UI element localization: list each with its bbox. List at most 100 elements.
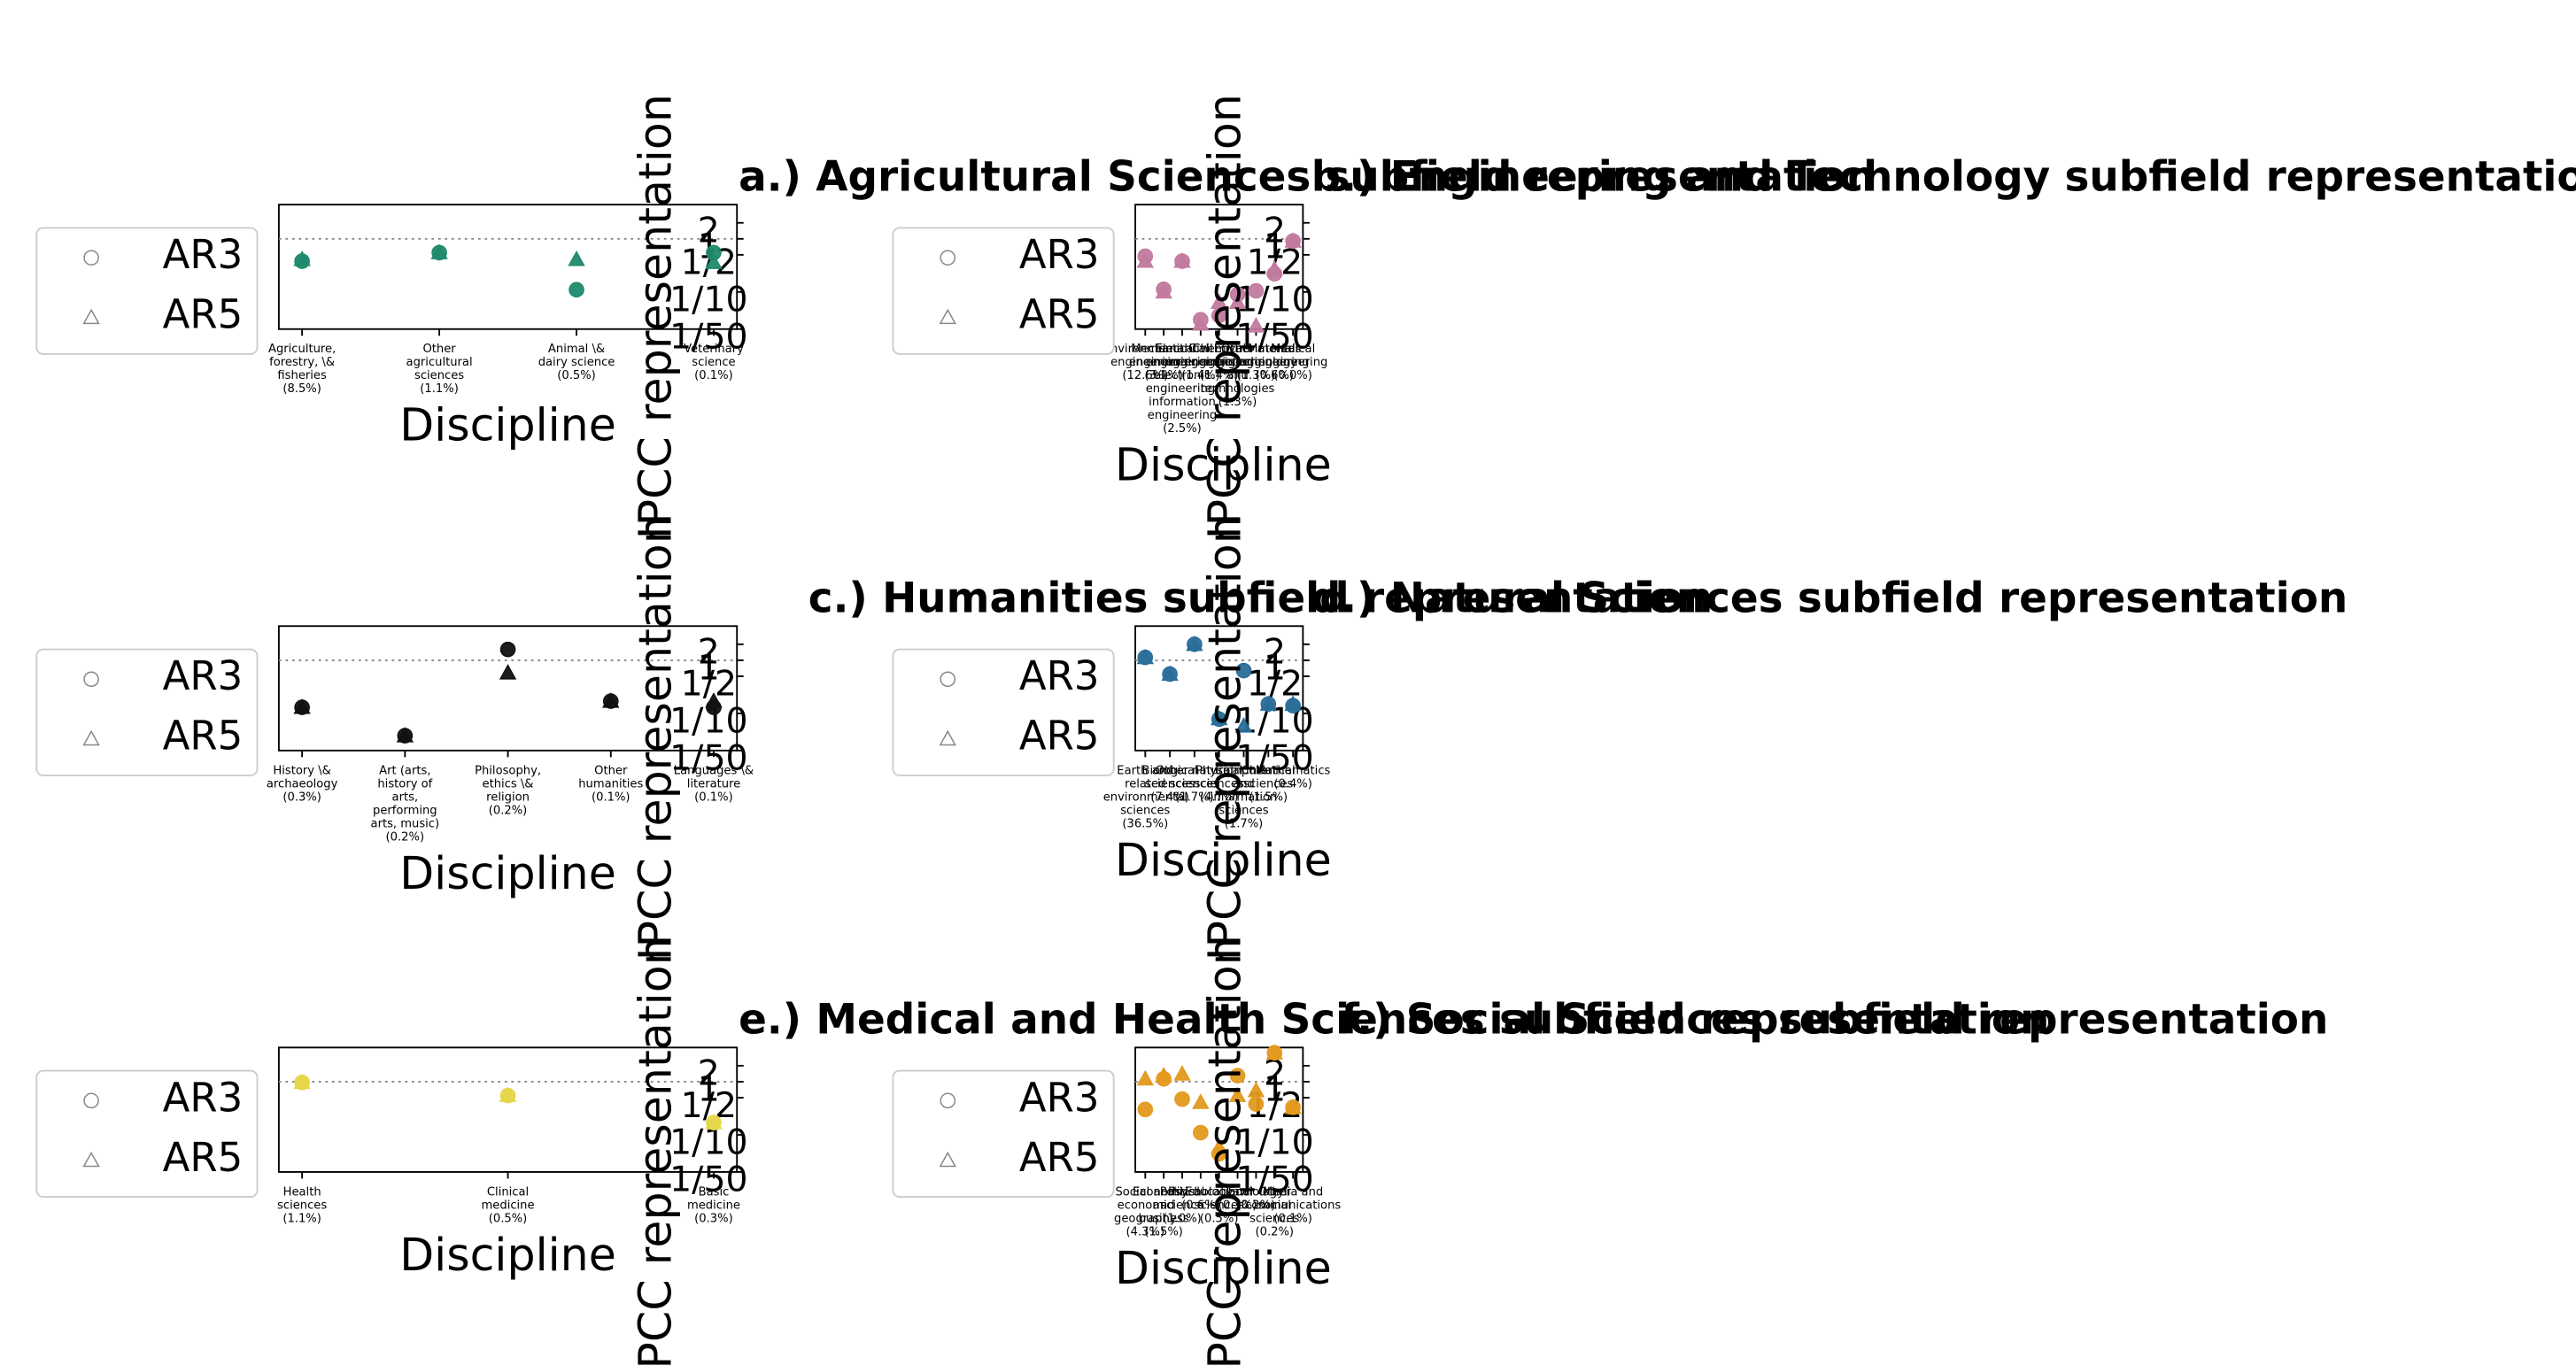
legend-label: AR5 <box>1019 1134 1100 1181</box>
x-axis-label: Discipline <box>1115 1242 1332 1294</box>
data-point <box>499 1086 517 1103</box>
y-tick-label: 1/2 <box>681 664 737 705</box>
x-tick-label: Other engineering and technologies (1.3%) <box>1201 343 1275 409</box>
data-point <box>293 1073 311 1090</box>
y-tick-label: 2 <box>698 210 720 251</box>
x-tick-label: Biological sciences (7.4%) <box>1142 764 1198 804</box>
y-tick-label: 2 <box>698 632 720 673</box>
x-tick-label: Philosophy, ethics \& religion (0.2%) <box>475 764 541 817</box>
data-point <box>705 253 723 269</box>
legend-label: AR3 <box>1019 1074 1100 1121</box>
x-tick-label: Computer and information sciences (1.7%) <box>1211 764 1278 830</box>
data-point <box>396 727 414 743</box>
legend-label: AR3 <box>1019 652 1100 699</box>
data-point <box>1136 1069 1155 1086</box>
x-tick-label: Veterinary science (0.1%) <box>684 343 744 382</box>
legend-box <box>35 648 259 776</box>
data-point <box>1155 1067 1172 1083</box>
data-point <box>1228 1086 1247 1103</box>
legend-label: AR5 <box>163 713 244 760</box>
x-tick-label: Animal \& dairy science (0.5%) <box>538 343 615 382</box>
y-tick-label: 1/10 <box>1235 1122 1313 1163</box>
x-tick-label: Physical sciences (4.7%) <box>1195 764 1244 804</box>
data-point <box>1136 252 1155 268</box>
data-point <box>1228 293 1247 309</box>
data-point <box>1155 282 1172 299</box>
data-point <box>705 692 723 708</box>
x-axis-label: Discipline <box>399 1229 616 1281</box>
x-tick-label: Agriculture, forestry, \& fisheries (8.5%) <box>268 343 336 396</box>
y-tick-label: 1 <box>1264 1069 1286 1110</box>
data-point <box>499 641 516 658</box>
x-tick-label: Materials engineering (0.6%) <box>1240 343 1309 382</box>
legend-box <box>35 227 259 355</box>
chart-title: d.) Natural Sciences subfield representa… <box>1311 575 2348 623</box>
x-tick-label: Clinical medicine (0.5%) <box>482 1185 535 1225</box>
data-point <box>568 251 585 266</box>
x-tick-label: Sociology (0.2%) <box>1228 1185 1284 1212</box>
x-tick-label: Chemical sciences (1.5%) <box>1242 764 1296 804</box>
x-tick-label: Political science (1.0%) <box>1160 1185 1204 1225</box>
data-point <box>705 1114 723 1130</box>
legend-label: AR3 <box>163 652 244 699</box>
y-axis-label: IPCC representation <box>630 94 682 539</box>
legend-label: AR5 <box>1019 291 1100 338</box>
x-axis-label: Discipline <box>1115 439 1332 491</box>
data-point <box>1192 1093 1210 1109</box>
x-tick-label: Electrical engineering, electronic engineer… <box>1146 343 1219 436</box>
x-tick-label: Civil engineering (1.4%) <box>1166 343 1235 382</box>
x-tick-label: Other social sciences (0.2%) <box>1249 1185 1299 1238</box>
x-axis-label: Discipline <box>1115 834 1332 886</box>
data-point <box>1265 1044 1283 1060</box>
y-tick-label: 1/50 <box>669 1160 747 1200</box>
legend-marker <box>82 1151 100 1168</box>
legend-label: AR3 <box>1019 231 1100 278</box>
data-point <box>1229 1068 1246 1084</box>
legend-marker <box>83 250 99 266</box>
legend-box <box>892 227 1115 355</box>
legend-label: AR5 <box>163 291 244 338</box>
data-point <box>1247 1082 1265 1098</box>
chart-title: e.) Medical and Health Sciences subfield… <box>739 997 2049 1045</box>
data-point <box>1284 695 1302 711</box>
x-axis-label: Discipline <box>399 847 616 899</box>
legend-label: AR3 <box>163 231 244 278</box>
x-tick-label: Psychology (0.6%) <box>1168 1185 1234 1212</box>
y-tick-label: 1/10 <box>1235 280 1313 320</box>
legend-marker <box>940 1092 956 1109</box>
chart-title: a.) Agricultural Sciences subfield repre… <box>739 154 1876 202</box>
x-tick-label: Environmental engineering (12.6%) <box>1103 343 1187 382</box>
y-tick-label: 1/50 <box>669 738 747 779</box>
data-point <box>1137 1101 1154 1118</box>
y-axis-label: IPCC representation <box>630 937 682 1365</box>
data-point <box>1284 232 1302 248</box>
data-point <box>1211 1138 1228 1154</box>
data-point <box>1211 709 1228 726</box>
legend-box <box>892 648 1115 776</box>
x-tick-label: Other humanities (0.1%) <box>578 764 643 804</box>
y-tick-label: 1/10 <box>669 280 747 320</box>
data-point <box>1161 665 1179 681</box>
plot-area <box>277 204 739 330</box>
data-point <box>499 664 517 680</box>
legend-box <box>35 1069 259 1198</box>
x-tick-label: Earth and related environmental sciences (36… <box>1103 764 1187 830</box>
data-point <box>293 698 311 714</box>
data-point <box>1186 635 1203 652</box>
x-tick-label: History \& archaeology (0.3%) <box>267 764 338 804</box>
data-point <box>1192 314 1210 331</box>
data-point <box>1284 1098 1302 1114</box>
x-tick-label: Art (arts, history of arts, performing arts,… <box>371 764 440 844</box>
data-point <box>1136 648 1155 665</box>
legend-marker <box>939 308 956 325</box>
x-tick-label: Media and communications (0.1%) <box>1245 1185 1341 1225</box>
x-axis-label: Discipline <box>399 399 616 451</box>
data-point <box>430 243 448 259</box>
legend-marker <box>940 250 956 266</box>
y-tick-label: 2 <box>698 1053 720 1094</box>
data-point <box>1248 282 1265 299</box>
data-point <box>1259 695 1278 711</box>
x-tick-label: Chemical engineering (1.4%) <box>1184 343 1253 382</box>
